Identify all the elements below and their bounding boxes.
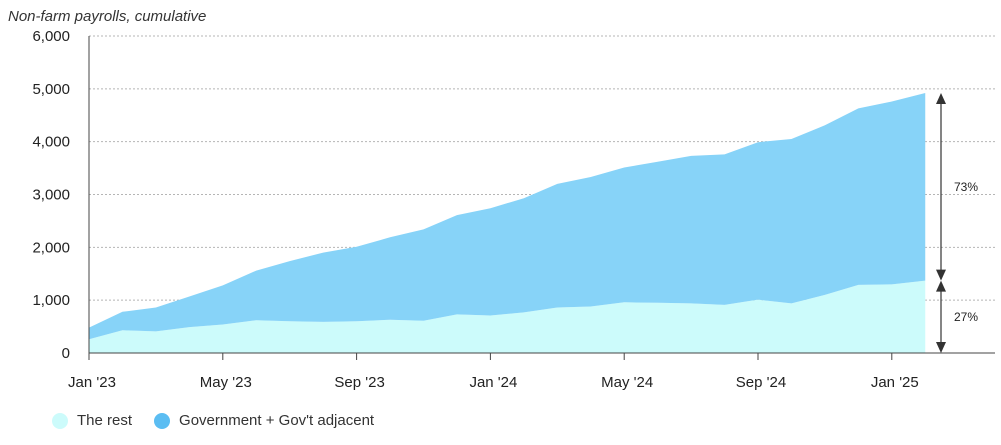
arrow-head-up — [936, 280, 946, 292]
arrow-head-down — [936, 342, 946, 353]
y-tick-label: 3,000 — [32, 187, 70, 204]
x-tick-label: Jan '25 — [871, 374, 919, 391]
axes — [88, 36, 995, 354]
y-tick-label: 4,000 — [32, 134, 70, 151]
annotation-label: 73% — [954, 180, 978, 194]
annotation-government-share: 73% — [936, 93, 978, 281]
legend-item-the-rest[interactable]: The rest — [52, 412, 132, 429]
y-tick-label: 5,000 — [32, 81, 70, 98]
legend-label-government: Government + Gov't adjacent — [179, 412, 375, 429]
area-series-the-rest — [89, 280, 926, 353]
x-axis-ticks: Jan '23 May '23 Sep '23 Jan '24 May '24 Sep '… — [68, 353, 919, 391]
x-tick-label: Jan '23 — [68, 374, 116, 391]
x-tick-label: Sep '23 — [334, 374, 384, 391]
area-series — [89, 93, 926, 353]
x-tick-label: Jan '24 — [469, 374, 517, 391]
arrow-head-up — [936, 93, 946, 105]
legend-item-government[interactable]: Government + Gov't adjacent — [154, 412, 374, 429]
y-tick-label: 1,000 — [32, 292, 70, 309]
share-annotations: 73% 27% — [936, 93, 978, 353]
x-tick-label: May '24 — [601, 374, 653, 391]
y-axis-ticks: 0 1,000 2,000 3,000 4,000 5,000 6,000 — [32, 28, 70, 362]
y-axis-title: Non-farm payrolls, cumulative — [8, 8, 206, 25]
legend-swatch-government — [154, 412, 171, 429]
legend: The rest Government + Gov't adjacent — [52, 412, 396, 429]
y-tick-label: 2,000 — [32, 239, 70, 256]
y-tick-label: 0 — [62, 345, 70, 362]
area-series-government — [89, 93, 926, 340]
annotation-rest-share: 27% — [936, 280, 978, 353]
x-tick-label: Sep '24 — [736, 374, 786, 391]
legend-label-the-rest: The rest — [77, 412, 133, 429]
arrow-head-down — [936, 269, 946, 281]
y-tick-label: 6,000 — [32, 28, 70, 45]
x-tick-label: May '23 — [200, 374, 252, 391]
annotation-label: 27% — [954, 310, 978, 324]
legend-swatch-the-rest — [52, 412, 68, 429]
